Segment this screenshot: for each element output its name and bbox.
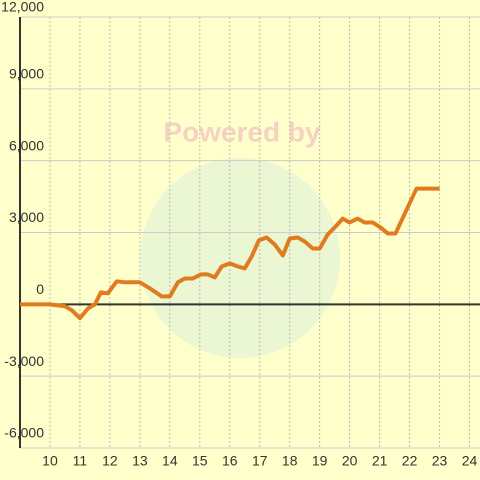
x-tick-label: 11 (73, 453, 88, 469)
y-tick-label: 3,000 (9, 209, 44, 225)
watermark: Powered by (163, 116, 321, 147)
x-tick-label: 12 (102, 453, 118, 469)
x-tick-label: 13 (132, 453, 148, 469)
x-tick-label: 23 (432, 453, 448, 469)
x-tick-label: 24 (462, 453, 478, 469)
y-tick-label: 6,000 (9, 137, 44, 153)
x-tick-label: 15 (192, 453, 208, 469)
y-tick-label: 0 (36, 281, 44, 297)
x-tick-label: 20 (342, 453, 358, 469)
data-line (20, 186, 440, 321)
y-tick-label: -6,000 (4, 425, 44, 441)
x-tick-label: 16 (222, 453, 238, 469)
y-tick-label: -3,000 (4, 353, 44, 369)
x-tick-label: 22 (402, 453, 418, 469)
y-tick-label: 12,000 (1, 0, 44, 15)
x-tick-label: 14 (162, 453, 178, 469)
watermark-logo (140, 158, 340, 358)
x-tick-label: 21 (372, 453, 388, 469)
y-tick-label: 9,000 (9, 66, 44, 82)
x-tick-label: 17 (252, 453, 268, 469)
x-tick-label: 18 (282, 453, 298, 469)
x-tick-label: 19 (312, 453, 328, 469)
x-tick-label: 10 (42, 453, 58, 469)
